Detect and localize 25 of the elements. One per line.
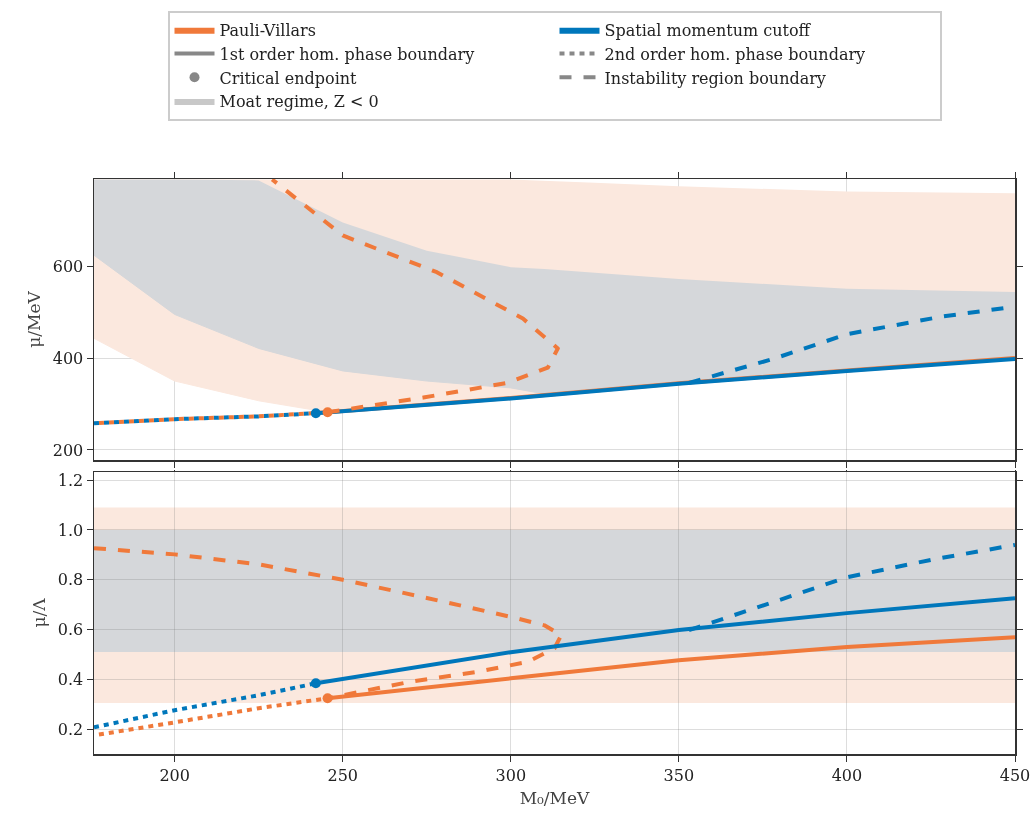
x-tick-label: 300 (495, 765, 527, 785)
y-tick-label: 0.6 (57, 620, 84, 640)
y-tick-label: 600 (52, 256, 84, 276)
legend-label: Pauli-Villars (219, 20, 316, 40)
x-tick-label: 350 (663, 765, 695, 785)
legend-label: Critical endpoint (219, 68, 358, 88)
legend-label: 1st order hom. phase boundary (219, 44, 475, 64)
x-tick-label: 450 (999, 765, 1031, 785)
y-axis-title: μ/Λ (28, 597, 49, 628)
y-tick-label: 1.0 (57, 520, 84, 540)
x-tick-label: 250 (327, 765, 359, 785)
y-tick-label: 400 (52, 348, 84, 368)
x-tick-label: 400 (831, 765, 863, 785)
legend-label: Spatial momentum cutoff (604, 20, 812, 40)
legend-label: Moat regime, Z < 0 (219, 92, 379, 112)
x-tick-label: 200 (159, 765, 190, 785)
y-tick-label: 0.2 (57, 719, 84, 739)
y-tick-label: 0.8 (57, 570, 84, 590)
y-tick-label: 0.4 (57, 669, 84, 689)
y-axis-title: μ/MeV (23, 290, 44, 348)
x-axis-title: M₀/MeV (519, 787, 591, 808)
y-tick-label: 200 (52, 440, 84, 460)
legend-label: 2nd order hom. phase boundary (604, 44, 866, 64)
legend-label: Instability region boundary (604, 68, 826, 88)
y-tick-label: 1.2 (57, 470, 84, 490)
